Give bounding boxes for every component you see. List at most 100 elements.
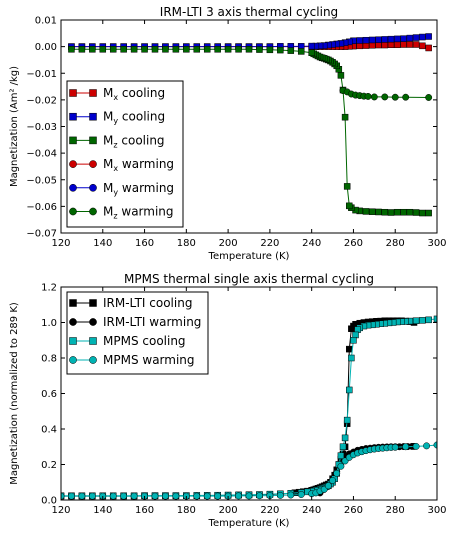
data-point [382,209,388,215]
legend-label: Mz cooling [103,133,165,149]
data-point [298,48,304,54]
legend-marker [70,338,77,345]
data-point [225,46,231,52]
legend-marker [90,300,97,307]
data-point [194,493,200,499]
data-point [204,493,210,499]
data-point [256,493,262,499]
data-point [277,47,283,53]
data-point [194,46,200,52]
data-point [348,355,354,361]
data-point [365,93,371,99]
chart-bottom-mpms: MPMS thermal single axis thermal cycling… [9,272,447,529]
y-tick-label: 0.2 [41,460,57,471]
x-tick-label: 200 [219,238,238,249]
data-point [402,94,408,100]
data-point [425,94,431,100]
data-point [426,34,432,40]
data-point [173,493,179,499]
data-point [235,493,241,499]
data-point [162,493,168,499]
y-tick-label: −0.05 [26,175,57,186]
data-point [204,46,210,52]
data-point [338,72,344,78]
y-tick-label: −0.06 [26,202,57,213]
data-point [419,317,425,323]
data-point [183,46,189,52]
x-tick-label: 160 [135,505,154,516]
data-point [152,493,158,499]
data-point [277,492,283,498]
data-point [152,46,158,52]
legend-marker [69,161,76,168]
legend-label: IRM-LTI cooling [103,296,192,310]
x-tick-label: 220 [260,505,279,516]
chart-top-irm-lti: IRM-LTI 3 axis thermal cycling120 140 160 1… [9,5,447,262]
series-line [61,445,437,496]
legend-marker [90,113,97,120]
data-point [89,46,95,52]
x-tick-label: 260 [344,238,363,249]
y-tick-label: −0.01 [26,69,57,80]
legend-marker [70,137,77,144]
data-point [413,443,419,449]
x-axis-label: Temperature (K) [208,251,290,262]
data-point [121,46,127,52]
y-tick-label: 1.2 [41,283,57,294]
data-point [382,94,388,100]
data-point [407,41,413,47]
data-point [350,337,356,343]
data-point [407,209,413,215]
legend-marker [70,300,77,307]
data-point [407,35,413,41]
data-point [369,209,375,215]
data-point [325,483,331,489]
data-point [348,326,354,332]
data-point [89,493,95,499]
x-tick-label: 120 [51,505,70,516]
legend-label: MPMS cooling [103,334,186,348]
data-point [376,37,382,43]
data-point [426,45,432,51]
x-tick-label: 180 [177,238,196,249]
data-point [256,47,262,53]
data-point [402,444,408,450]
y-tick-label: 1.0 [41,318,57,329]
x-tick-label: 280 [386,238,405,249]
data-point [363,208,369,214]
data-point [214,493,220,499]
data-point [413,318,419,324]
series-3 [58,442,440,500]
data-point [236,46,242,52]
y-tick-label: −0.02 [26,95,57,106]
data-point [388,209,394,215]
data-point [413,41,419,47]
data-point [162,46,168,52]
data-point [338,453,344,459]
x-tick-label: 180 [177,505,196,516]
legend-marker [90,90,97,97]
data-point [338,463,344,469]
legend-marker [89,318,96,325]
data-point [401,36,407,42]
y-tick-label: −0.04 [26,149,57,160]
data-point [79,46,85,52]
data-point [309,43,315,49]
legend-marker [89,356,96,363]
data-point [392,444,398,450]
data-point [142,46,148,52]
data-point [413,209,419,215]
data-point [419,43,425,49]
data-point [419,210,425,216]
data-point [394,36,400,42]
y-tick-label: −0.03 [26,122,57,133]
data-point [298,491,304,497]
legend-label: MPMS warming [103,353,195,367]
data-point [344,183,350,189]
x-tick-label: 220 [260,238,279,249]
y-tick-label: 0.8 [41,354,57,365]
data-point [246,46,252,52]
y-axis-label: Magnetization (normalized to 289 K) [9,302,20,485]
chart-title: MPMS thermal single axis thermal cycling [124,272,374,286]
series-5 [340,87,432,100]
